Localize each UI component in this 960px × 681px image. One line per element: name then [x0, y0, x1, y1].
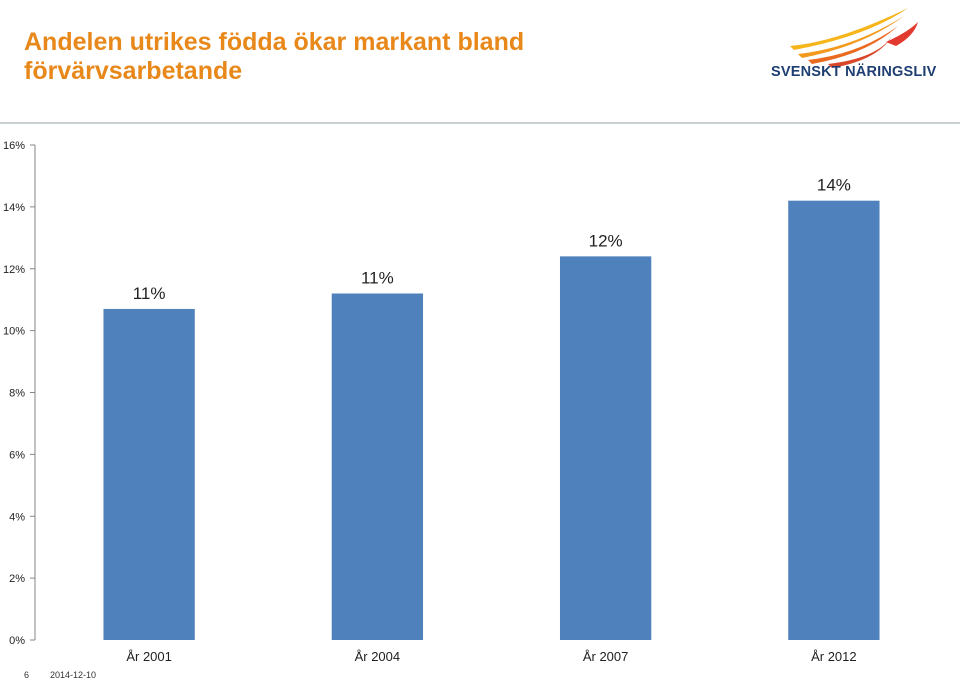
logo-wordmark: SVENSKT NÄRINGSLIV	[771, 64, 937, 80]
bar-value-label: 14%	[817, 176, 851, 195]
y-tick-label: 4%	[9, 511, 25, 523]
y-tick-label: 0%	[9, 635, 25, 647]
x-category-label: År 2012	[811, 649, 857, 664]
slide-title-line-2: förvärvsarbetande	[24, 57, 243, 85]
y-axis-ticks: 0% 2% 4% 6% 8% 10% 12% 14% 16%	[3, 140, 35, 647]
bar	[331, 293, 424, 640]
slide-title: Andelen utrikes födda ökar markant bland…	[24, 28, 724, 86]
x-category-label: År 2007	[583, 649, 629, 664]
header-divider	[0, 122, 960, 124]
x-category-label: År 2004	[355, 649, 401, 664]
y-tick-label: 14%	[3, 202, 25, 214]
bar	[103, 308, 195, 640]
slide-number: 6	[24, 670, 30, 680]
bar-value-label: 11%	[133, 284, 166, 303]
data-labels: 11% 11% 12% 14%	[133, 176, 851, 303]
bars	[103, 200, 880, 640]
bar	[788, 200, 880, 640]
bar	[559, 256, 652, 640]
bar-value-label: 12%	[589, 231, 623, 250]
x-axis-labels: År 2001 År 2004 År 2007 År 2012	[126, 649, 856, 664]
slide-date: 2014-12-10	[50, 670, 97, 680]
y-tick-label: 10%	[3, 326, 25, 338]
y-tick-label: 6%	[9, 449, 25, 461]
y-tick-label: 2%	[9, 573, 25, 585]
y-tick-label: 8%	[9, 388, 25, 400]
bar-value-label: 11%	[361, 269, 394, 288]
slide-title-line-1: Andelen utrikes födda ökar markant bland	[24, 28, 525, 56]
y-tick-label: 16%	[3, 140, 25, 152]
x-category-label: År 2001	[126, 649, 172, 664]
swallow-logo-icon	[790, 8, 918, 68]
y-tick-label: 12%	[3, 264, 25, 276]
